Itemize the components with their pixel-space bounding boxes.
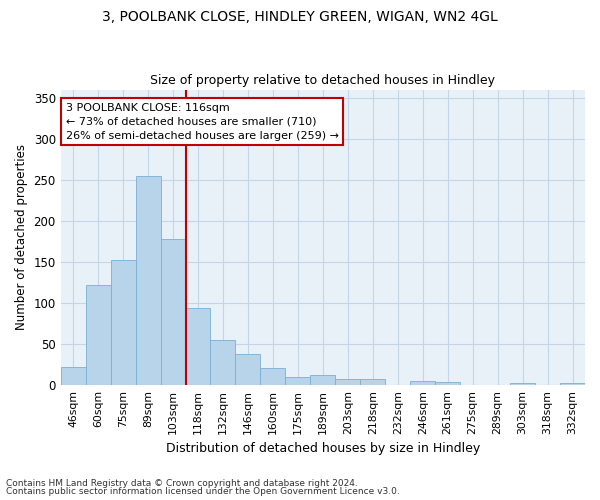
Bar [161,239,185,385]
X-axis label: Distribution of detached houses by size in Hindley: Distribution of detached houses by size … [166,442,480,455]
Text: Contains public sector information licensed under the Open Government Licence v3: Contains public sector information licen… [6,488,400,496]
Bar [560,383,585,385]
Bar [360,379,385,385]
Y-axis label: Number of detached properties: Number of detached properties [15,144,28,330]
Text: 3 POOLBANK CLOSE: 116sqm
← 73% of detached houses are smaller (710)
26% of semi-: 3 POOLBANK CLOSE: 116sqm ← 73% of detach… [66,103,339,141]
Bar [235,354,260,385]
Bar [61,367,86,385]
Bar [410,380,435,385]
Bar [435,382,460,385]
Bar [136,176,161,385]
Bar [185,308,211,385]
Bar [260,368,286,385]
Bar [335,379,360,385]
Bar [211,340,235,385]
Bar [286,376,310,385]
Title: Size of property relative to detached houses in Hindley: Size of property relative to detached ho… [151,74,496,87]
Text: 3, POOLBANK CLOSE, HINDLEY GREEN, WIGAN, WN2 4GL: 3, POOLBANK CLOSE, HINDLEY GREEN, WIGAN,… [102,10,498,24]
Bar [86,284,110,385]
Bar [310,375,335,385]
Text: Contains HM Land Registry data © Crown copyright and database right 2024.: Contains HM Land Registry data © Crown c… [6,478,358,488]
Bar [510,383,535,385]
Bar [110,260,136,385]
